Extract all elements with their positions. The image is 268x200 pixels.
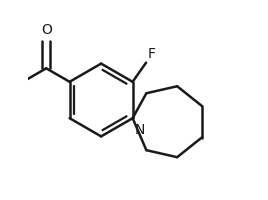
Text: N: N [135,123,145,137]
Text: F: F [148,47,156,61]
Text: O: O [41,23,52,37]
